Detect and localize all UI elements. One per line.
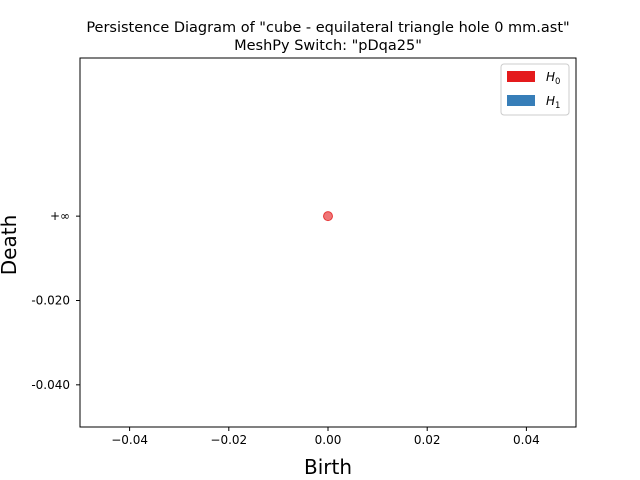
x-tick-label: 0.00 <box>315 433 342 447</box>
legend-label: H0 <box>546 70 560 87</box>
chart-title-line2: MeshPy Switch: "pDqa25" <box>234 38 422 54</box>
y-tick-label: -0.040 <box>31 378 70 392</box>
y-tick-label: +∞ <box>50 209 70 223</box>
y-axis-label: Death <box>0 215 21 275</box>
legend-label: H1 <box>546 94 560 111</box>
plot-area: −0.04 −0.02 0.00 0.02 0.04 -0.040 -0.020 +∞ <box>31 209 539 447</box>
chart-title-line1: Persistence Diagram of "cube - equilater… <box>86 20 569 36</box>
data-point <box>323 211 333 222</box>
legend-swatch <box>507 71 535 82</box>
axes-frame <box>79 57 577 428</box>
x-tick-label: −0.02 <box>210 433 247 447</box>
x-tick-label: −0.04 <box>111 433 148 447</box>
y-tick-label: -0.020 <box>31 293 70 307</box>
legend-swatch <box>507 95 535 106</box>
x-tick-label: 0.02 <box>414 433 441 447</box>
x-axis-label: Birth <box>304 455 352 479</box>
x-tick-label: 0.04 <box>513 433 540 447</box>
